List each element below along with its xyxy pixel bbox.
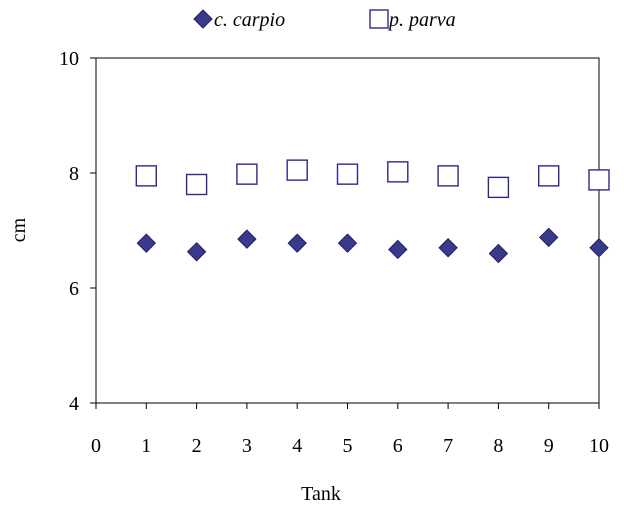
legend-diamond-icon bbox=[193, 9, 213, 29]
data-point-diamond bbox=[589, 238, 609, 258]
legend-label-c-carpio: c. carpio bbox=[214, 9, 285, 31]
x-tick-label: 0 bbox=[91, 435, 101, 457]
x-tick-label: 4 bbox=[292, 435, 302, 457]
data-point-square bbox=[387, 161, 409, 183]
data-point-square bbox=[185, 173, 208, 196]
data-point-diamond bbox=[186, 242, 207, 262]
data-point-diamond bbox=[538, 227, 559, 248]
data-point-diamond bbox=[388, 239, 408, 260]
x-tick-label: 5 bbox=[343, 435, 353, 457]
data-point-diamond bbox=[337, 233, 358, 253]
x-tick-label: 7 bbox=[443, 435, 453, 457]
data-point-square bbox=[538, 165, 560, 187]
y-axis-title: cm bbox=[8, 217, 30, 242]
series-p-parva bbox=[135, 159, 610, 199]
data-point-diamond bbox=[488, 243, 509, 264]
y-axis-ticks: 4 6 8 10 bbox=[59, 48, 96, 415]
axes bbox=[95, 57, 600, 404]
data-point-square bbox=[437, 165, 459, 187]
x-axis-title: Tank bbox=[301, 483, 341, 505]
x-axis-ticks: 0 1 2 3 4 5 6 7 8 9 10 bbox=[91, 403, 609, 457]
data-point-square bbox=[336, 163, 359, 185]
data-point-diamond bbox=[287, 233, 307, 253]
y-tick-label: 8 bbox=[69, 163, 79, 185]
data-point-diamond bbox=[136, 233, 157, 253]
x-tick-label: 6 bbox=[393, 435, 403, 457]
x-tick-label: 3 bbox=[242, 435, 252, 457]
data-point-diamond bbox=[237, 229, 257, 249]
series-c-carpio bbox=[136, 227, 609, 264]
y-tick-label: 10 bbox=[59, 48, 79, 70]
data-point-square bbox=[487, 176, 510, 199]
y-tick-label: 4 bbox=[69, 393, 79, 415]
legend-label-p-parva: p. parva bbox=[387, 9, 456, 31]
x-tick-label: 9 bbox=[544, 435, 554, 457]
legend: c. carpio p. parva bbox=[193, 9, 456, 31]
data-point-diamond bbox=[438, 238, 458, 258]
legend-square-icon bbox=[369, 9, 389, 29]
data-point-square bbox=[236, 163, 258, 185]
x-tick-label: 8 bbox=[493, 435, 503, 457]
data-point-square bbox=[135, 165, 158, 187]
data-point-square bbox=[286, 159, 308, 181]
y-tick-label: 6 bbox=[69, 278, 79, 300]
x-tick-label: 1 bbox=[141, 435, 151, 457]
data-point-square bbox=[588, 169, 610, 191]
plot-area-frame bbox=[95, 57, 600, 404]
data-series bbox=[135, 159, 610, 264]
x-tick-label: 10 bbox=[589, 435, 609, 457]
x-tick-label: 2 bbox=[192, 435, 202, 457]
